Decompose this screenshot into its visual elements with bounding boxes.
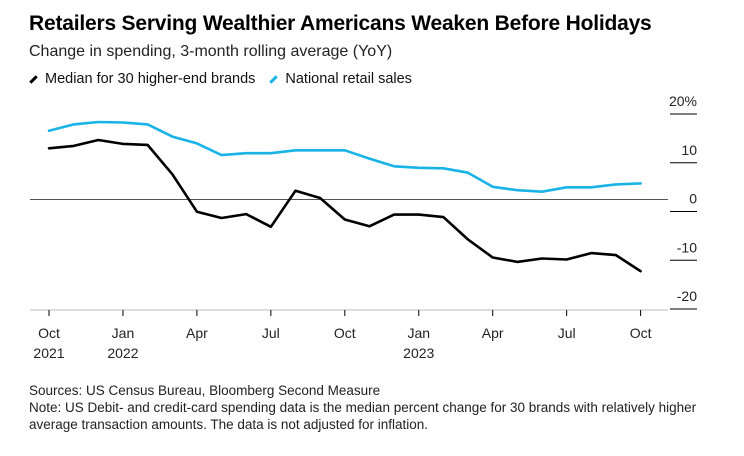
x-tick-label: Jan xyxy=(112,325,135,341)
x-tick-label: Oct xyxy=(38,325,60,341)
y-tick-label: -20 xyxy=(677,288,697,304)
legend-item-national: National retail sales xyxy=(269,71,412,87)
x-tick-label: Jan xyxy=(407,325,430,341)
x-tick-label: Apr xyxy=(482,325,504,341)
y-tick-label: 10 xyxy=(681,142,697,158)
legend-label-higher-end: Median for 30 higher-end brands xyxy=(45,71,256,87)
line-chart: 20% 10 0 -10 -20 Oct 2021 Jan 2022 Apr Jul Oct Jan 20… xyxy=(30,93,697,361)
series-line-higher-end xyxy=(47,138,642,273)
chart-subtitle: Change in spending, 3-month rolling aver… xyxy=(29,43,393,60)
x-tick-label: Oct xyxy=(630,325,652,341)
legend: Median for 30 higher-end brands National… xyxy=(29,71,426,87)
x-tick-label: Jul xyxy=(262,325,280,341)
y-tick-label: 20% xyxy=(669,93,697,109)
note-text: Note: US Debit- and credit-card spending… xyxy=(29,400,697,432)
legend-item-higher-end: Median for 30 higher-end brands xyxy=(29,71,255,87)
chart-title: Retailers Serving Wealthier Americans We… xyxy=(29,12,652,35)
x-tick-year-label: 2022 xyxy=(107,345,138,361)
series-line-national-retail xyxy=(47,120,642,193)
x-tick-label: Apr xyxy=(186,325,208,341)
sources-text: Sources: US Census Bureau, Bloomberg Sec… xyxy=(29,383,381,398)
y-tick-label: 0 xyxy=(689,191,697,207)
x-tick-year-label: 2021 xyxy=(33,345,64,361)
footer: Sources: US Census Bureau, Bloomberg Sec… xyxy=(29,382,719,433)
x-tick-year-label: 2023 xyxy=(403,345,434,361)
x-tick-label: Oct xyxy=(334,325,356,341)
y-tick-label: -10 xyxy=(677,239,697,255)
x-tick-label: Jul xyxy=(558,325,576,341)
legend-label-national: National retail sales xyxy=(285,71,412,87)
